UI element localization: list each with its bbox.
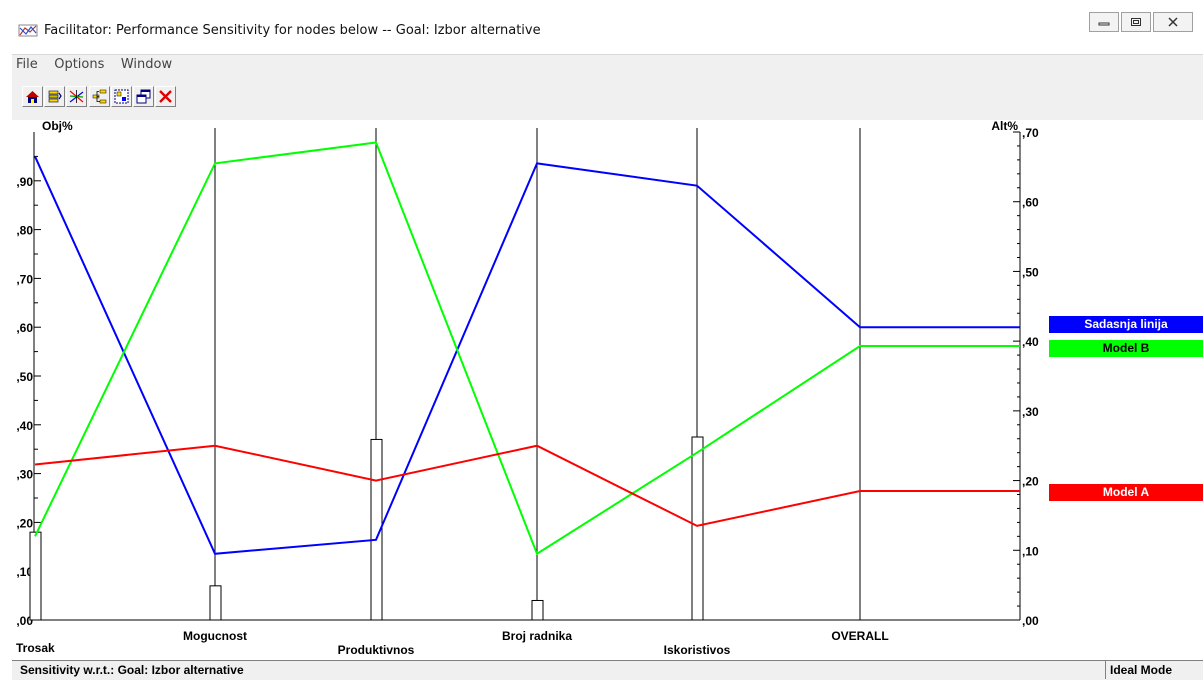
menu-file[interactable]: File	[16, 57, 38, 72]
cascade-windows-icon	[136, 89, 151, 104]
criterion-weight-bar	[531, 599, 544, 621]
criterion-weight-bar	[370, 438, 383, 621]
sensitivity-lines-button[interactable]	[66, 86, 87, 107]
criterion-label: Iskoristivos	[664, 643, 731, 657]
home-icon	[26, 91, 39, 103]
criterion-weight-bar	[29, 531, 42, 621]
left-tick-label: ,90	[16, 175, 33, 189]
criterion-label: Mogucnost	[183, 629, 247, 643]
minimize-icon[interactable]	[1089, 12, 1119, 32]
criterion-label: Broj radnika	[502, 629, 572, 643]
legend-label: Model A	[1102, 485, 1150, 499]
status-mode-badge: Ideal Mode	[1104, 661, 1178, 679]
close-chart-button[interactable]	[155, 86, 176, 107]
right-axis-label: Alt%	[991, 120, 1018, 133]
title-bar: Facilitator: Performance Sensitivity for…	[0, 0, 1203, 54]
right-tick-label: ,20	[1022, 475, 1039, 489]
left-axis-label: Obj%	[42, 120, 73, 133]
right-tick-label: ,30	[1022, 405, 1039, 419]
cascade-windows-button[interactable]	[133, 86, 154, 107]
performance-sensitivity-chart: ,00 ,10 ,20 ,30 ,40 ,50 ,60 ,70 ,80 ,90 ,00 ,10 ,20,…	[16, 119, 1039, 657]
menu-options[interactable]: Options	[54, 57, 105, 72]
right-tick-label: ,00	[1022, 614, 1039, 628]
layers-icon	[48, 90, 62, 103]
grid-select-icon	[114, 89, 129, 104]
legend-label: Sadasnja linija	[1084, 317, 1168, 331]
home-button[interactable]	[22, 86, 43, 107]
grid-select-button[interactable]	[111, 86, 132, 107]
right-tick-label: ,10	[1022, 544, 1039, 558]
status-bar: Sensitivity w.r.t.: Goal: Izbor alternat…	[12, 660, 1203, 680]
menu-bar: File Options Window	[12, 54, 1203, 75]
legend-label: Model B	[1102, 341, 1150, 355]
layers-button[interactable]	[44, 86, 65, 107]
left-tick-label: ,80	[16, 224, 33, 238]
series-line-2	[34, 141, 1020, 556]
close-x-icon	[159, 90, 172, 103]
sensitivity-chart-area: ,00 ,10 ,20 ,30 ,40 ,50 ,60 ,70 ,80 ,90 ,00 ,10 ,20,…	[12, 119, 1203, 660]
right-tick-label: ,70	[1022, 126, 1039, 140]
hierarchy-icon	[92, 89, 107, 104]
maximize-icon[interactable]	[1121, 12, 1151, 32]
legend-sadasnja-linija[interactable]: Sadasnja linija	[1049, 316, 1203, 333]
series-line-3	[34, 444, 1020, 527]
right-tick-label: ,60	[1022, 196, 1039, 210]
right-tick-label: ,40	[1022, 335, 1039, 349]
close-icon[interactable]	[1153, 12, 1193, 32]
criterion-weight-bar	[209, 585, 222, 621]
hierarchy-button[interactable]	[89, 86, 110, 107]
legend-model-a[interactable]: Model A	[1049, 484, 1203, 501]
left-tick-label: ,40	[16, 419, 33, 433]
criterion-weight-bar	[691, 436, 704, 621]
left-tick-label: ,00	[16, 614, 33, 628]
left-tick-label: ,50	[16, 370, 33, 384]
left-tick-label: ,60	[16, 321, 33, 335]
status-sensitivity-text: Sensitivity w.r.t.: Goal: Izbor alternat…	[20, 663, 244, 677]
legend-model-b[interactable]: Model B	[1049, 340, 1203, 357]
menu-window[interactable]: Window	[120, 57, 173, 72]
window-title: Facilitator: Performance Sensitivity for…	[44, 23, 541, 38]
left-tick-label: ,30	[16, 468, 33, 482]
left-tick-label: ,10	[16, 565, 33, 579]
right-tick-label: ,50	[1022, 265, 1039, 279]
toolbar	[12, 74, 1203, 121]
series-line-1	[34, 155, 1020, 555]
left-tick-label: ,20	[16, 516, 33, 530]
criterion-label: Produktivnos	[338, 643, 415, 657]
sensitivity-lines-icon	[69, 90, 84, 103]
criterion-label: Trosak	[16, 641, 55, 655]
criterion-label: OVERALL	[831, 629, 888, 643]
left-tick-label: ,70	[16, 272, 33, 286]
facilitator-app-icon	[18, 24, 38, 37]
